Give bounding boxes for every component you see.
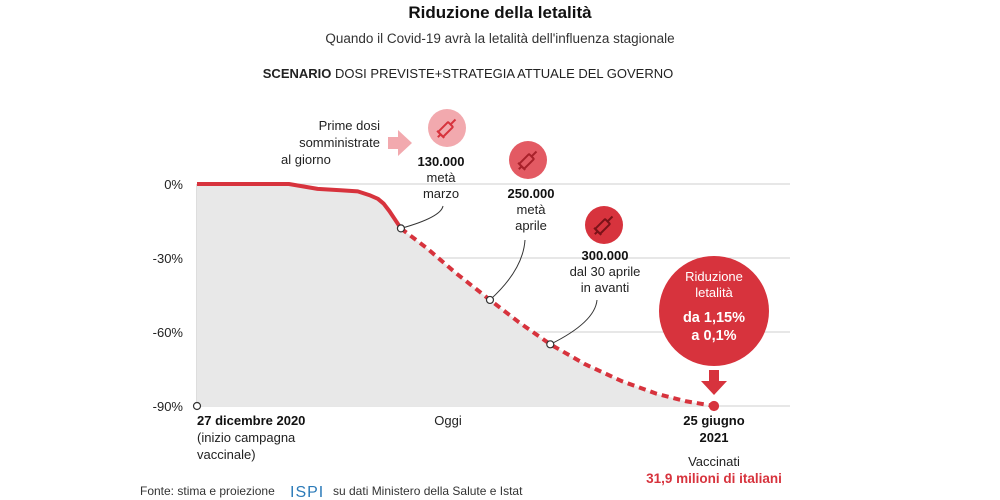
doses-intro-line-1: Prime dosi (319, 118, 381, 133)
chart-subtitle: Quando il Covid-19 avrà la letalità dell… (325, 31, 674, 46)
milestone-1-line-1: metà (427, 170, 457, 185)
leader-line (489, 239, 526, 301)
callout-title-line-2: letalità (695, 285, 733, 300)
x-start-note-1: (inizio campagna (197, 430, 296, 445)
syringe-icon-3 (585, 206, 623, 244)
source-suffix: su dati Ministero della Salute e Istat (333, 484, 523, 498)
chart-title: Riduzione della letalità (408, 3, 592, 22)
milestone-3-value: 300.000 (582, 248, 629, 263)
leader-line (400, 205, 444, 229)
milestone-2-line-2: aprile (515, 218, 547, 233)
down-arrow-icon (701, 370, 727, 395)
callout-value-line-1: da 1,15% (683, 310, 745, 326)
pink-arrow-icon (388, 130, 412, 156)
data-point (546, 340, 555, 349)
scenario-bold: SCENARIO (263, 66, 332, 81)
milestone-1-line-2: marzo (423, 186, 459, 201)
syringe-icon-2 (509, 141, 547, 179)
syringe-icon-1 (428, 109, 466, 147)
y-tick-label: -60% (153, 325, 184, 340)
callout-bubble (659, 256, 769, 366)
data-point (485, 295, 495, 305)
y-tick-label: -90% (153, 399, 184, 414)
series-line-projection (399, 226, 715, 408)
leader-line (550, 299, 598, 345)
scenario-line: SCENARIO DOSI PREVISTE+STRATEGIA ATTUALE… (263, 66, 673, 81)
x-today: Oggi (434, 413, 462, 428)
doses-intro-line-2: somministrate (299, 135, 380, 150)
end-marker (708, 400, 720, 412)
data-point (396, 224, 406, 233)
scenario-text: DOSI PREVISTE+STRATEGIA ATTUALE DEL GOVE… (335, 66, 673, 81)
vaccinated-value: 31,9 milioni di italiani (646, 471, 782, 486)
callout-value-line-2: a 0,1% (691, 328, 736, 344)
source-prefix: Fonte: stima e proiezione (140, 484, 275, 498)
milestone-1-value: 130.000 (418, 154, 465, 169)
y-tick-label: 0% (164, 177, 183, 192)
doses-intro-line-3: al giorno (281, 152, 331, 167)
data-markers (192, 224, 720, 412)
leader-lines (400, 205, 598, 345)
x-start-note-2: vaccinale) (197, 447, 256, 462)
area-fill (197, 184, 714, 406)
x-end-date-2: 2021 (700, 430, 729, 445)
data-point (192, 401, 202, 411)
milestone-3-line-1: dal 30 aprile (570, 264, 641, 279)
x-end-date-1: 25 giugno (683, 413, 744, 428)
milestone-3-line-2: in avanti (581, 280, 630, 295)
vaccinated-label: Vaccinati (688, 454, 740, 469)
ispi-logo: ISPI (290, 484, 324, 500)
series-lines (197, 182, 715, 408)
y-tick-label: -30% (153, 251, 184, 266)
milestone-2-value: 250.000 (508, 186, 555, 201)
callout-title-line-1: Riduzione (685, 269, 743, 284)
milestone-2-line-1: metà (517, 202, 547, 217)
series-line-actual (197, 182, 403, 230)
y-axis: 0% -30% -60% -90% (153, 177, 198, 414)
x-start-date: 27 dicembre 2020 (197, 413, 305, 428)
area-under-curve (197, 184, 714, 406)
